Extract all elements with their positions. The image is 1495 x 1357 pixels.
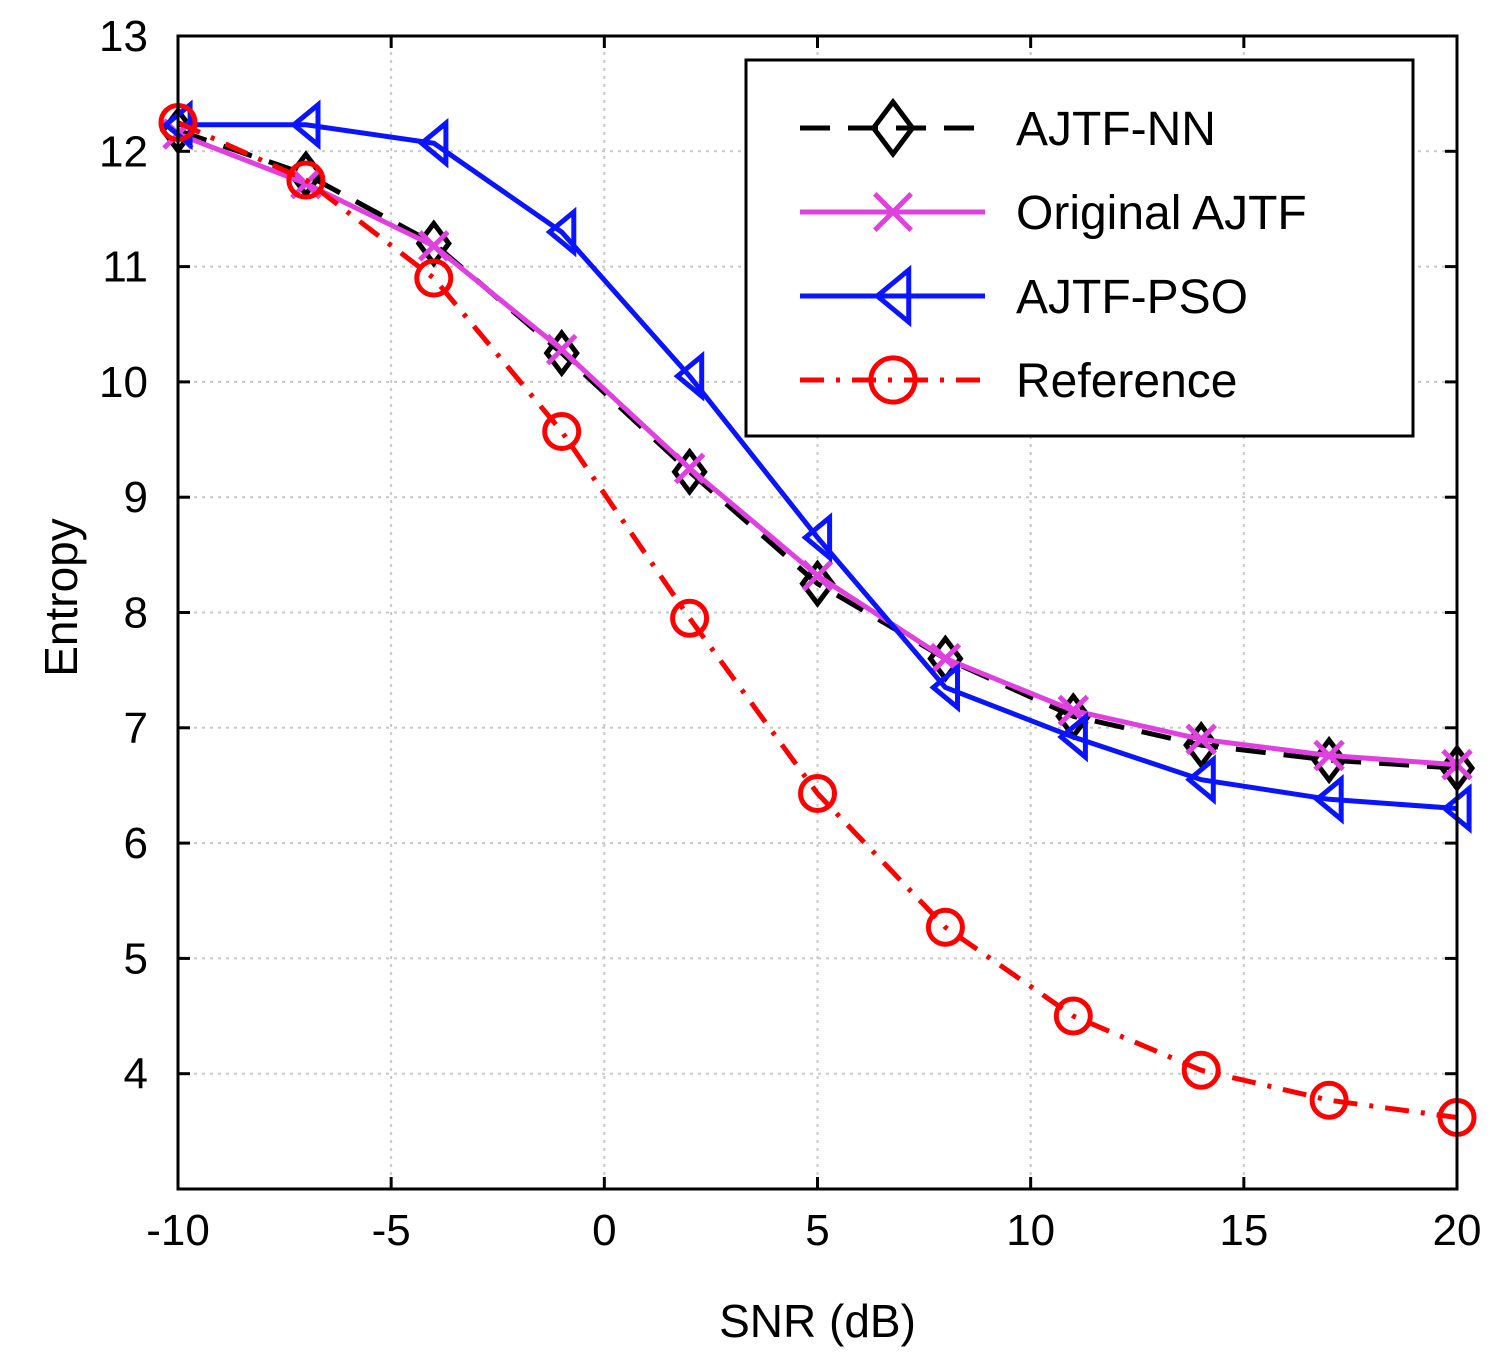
legend-marker [870, 97, 916, 159]
legend-marker [873, 192, 913, 232]
data-point [671, 447, 708, 497]
data-point [1057, 711, 1088, 763]
data-point [1313, 773, 1344, 825]
y-tick-label: 10 [99, 358, 148, 407]
data-point [414, 258, 454, 298]
series-original-ajtf [162, 118, 1473, 781]
y-tick-label: 5 [124, 934, 148, 983]
data-point [545, 333, 578, 366]
legend-label: AJTF-PSO [1016, 271, 1248, 324]
data-point [543, 328, 580, 378]
y-tick-label: 4 [124, 1050, 148, 1099]
data-point [801, 512, 833, 563]
legend-label: Reference [1016, 355, 1237, 408]
legend-item-reference: Reference [800, 355, 1237, 408]
series-line [176, 120, 1458, 1120]
series-line [177, 128, 1458, 771]
x-tick-label: 5 [805, 1206, 829, 1255]
data-point [1053, 996, 1093, 1036]
data-point [1309, 1080, 1349, 1120]
y-tick-label: 12 [99, 127, 148, 176]
legend-label: Original AJTF [1016, 187, 1307, 240]
ticks [176, 34, 1459, 1189]
x-tick-label: 0 [592, 1206, 616, 1255]
legend: AJTF-NN Original AJTF AJTF-PSO Reference [744, 58, 1415, 438]
data-point [1185, 754, 1216, 805]
data-point [799, 559, 836, 608]
data-point [418, 230, 450, 262]
legend-marker [873, 264, 912, 328]
data-point [670, 598, 710, 638]
data-point [1313, 739, 1345, 772]
data-point [1181, 1050, 1221, 1090]
data-point [1185, 723, 1217, 756]
x-tick-label: 15 [1219, 1206, 1268, 1255]
legend-item-original-ajtf: Original AJTF [800, 187, 1307, 240]
data-point [673, 452, 706, 485]
tick-labels: -10 -5 0 5 10 15 20 4 5 6 7 8 9 10 11 12 13 [99, 12, 1481, 1255]
x-tick-label: 20 [1433, 1206, 1482, 1255]
legend-item-ajtf-pso: AJTF-PSO [800, 264, 1248, 328]
data-point [673, 350, 705, 402]
data-point [542, 411, 582, 451]
y-tick-label: 13 [99, 12, 148, 61]
x-tick-label: 10 [1006, 1206, 1055, 1255]
y-tick-label: 8 [124, 589, 148, 638]
data-point [798, 774, 837, 814]
x-axis-title: SNR (dB) [719, 1295, 916, 1347]
y-tick-label: 9 [124, 473, 148, 522]
legend-label: AJTF-NN [1016, 103, 1216, 156]
y-tick-label: 6 [124, 819, 148, 868]
series-ajtf-pso [161, 99, 1472, 834]
legend-box [744, 58, 1415, 438]
series-line [178, 122, 1458, 812]
data-point [545, 206, 577, 258]
y-axis-title: Entropy [35, 518, 87, 677]
legend-item-ajtf-nn: AJTF-NN [800, 97, 1216, 159]
data-point [286, 160, 326, 200]
series-group [158, 99, 1477, 1138]
data-point [417, 117, 449, 169]
y-tick-label: 7 [124, 704, 148, 753]
data-point [289, 99, 321, 151]
data-point [801, 559, 834, 592]
y-tick-label: 11 [102, 243, 148, 292]
data-point [929, 662, 960, 713]
data-point [925, 907, 965, 947]
x-tick-label: -5 [372, 1206, 411, 1255]
legend-marker [868, 355, 918, 405]
x-tick-label: -10 [146, 1206, 210, 1255]
